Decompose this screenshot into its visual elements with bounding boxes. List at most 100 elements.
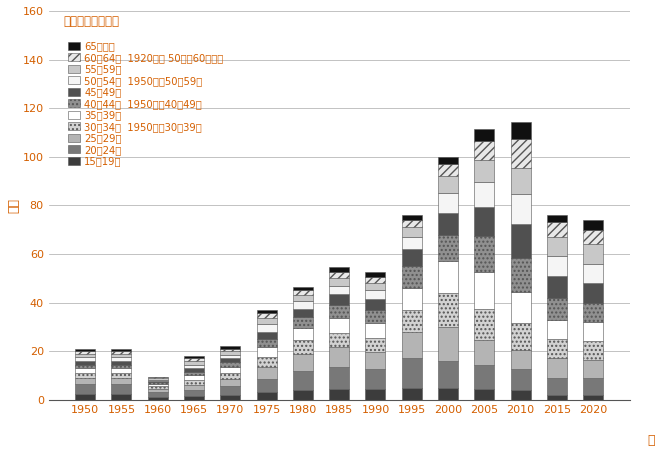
Bar [402, 266, 422, 288]
Bar [293, 354, 313, 371]
Bar [293, 328, 313, 340]
Bar [112, 384, 131, 394]
Bar [220, 355, 240, 359]
Bar [547, 237, 567, 256]
Bar [329, 389, 349, 400]
Bar [184, 359, 204, 361]
Bar [293, 317, 313, 328]
Bar [148, 397, 168, 400]
Bar [257, 339, 277, 347]
Bar [148, 381, 168, 382]
Bar [184, 396, 204, 400]
Bar [220, 349, 240, 351]
Bar [257, 347, 277, 357]
Bar [257, 314, 277, 318]
Bar [257, 357, 277, 367]
Bar [438, 213, 458, 234]
Bar [366, 277, 385, 283]
Bar [547, 378, 567, 395]
Bar [293, 302, 313, 309]
Bar [257, 310, 277, 314]
Bar [547, 359, 567, 378]
Bar [511, 194, 531, 224]
Bar [438, 176, 458, 193]
Bar [112, 351, 131, 354]
Bar [112, 373, 131, 378]
Bar [511, 257, 531, 292]
Bar [220, 346, 240, 349]
Bar [112, 368, 131, 373]
Bar [75, 384, 95, 394]
Bar [75, 378, 95, 384]
Bar [475, 364, 494, 389]
Bar [366, 323, 385, 338]
Bar [583, 322, 603, 342]
Bar [547, 320, 567, 339]
Bar [257, 324, 277, 332]
Bar [293, 371, 313, 390]
Bar [547, 395, 567, 400]
Bar [366, 352, 385, 369]
Bar [438, 327, 458, 361]
Bar [475, 160, 494, 182]
Bar [402, 359, 422, 387]
Bar [148, 392, 168, 397]
Bar [148, 377, 168, 378]
Bar [583, 244, 603, 264]
Bar [583, 230, 603, 244]
Bar [148, 389, 168, 392]
Bar [583, 342, 603, 360]
Bar [75, 364, 95, 368]
Bar [184, 390, 204, 396]
Bar [220, 379, 240, 387]
Bar [366, 369, 385, 389]
Bar [184, 375, 204, 380]
Bar [257, 318, 277, 324]
Bar [438, 193, 458, 213]
Bar [329, 294, 349, 305]
Bar [438, 293, 458, 327]
Bar [112, 361, 131, 365]
Bar [257, 367, 277, 379]
Bar [366, 272, 385, 277]
Bar [366, 299, 385, 310]
Bar [220, 387, 240, 395]
Bar [75, 394, 95, 400]
Bar [184, 368, 204, 372]
Bar [366, 310, 385, 323]
Bar [402, 215, 422, 220]
Bar [547, 298, 567, 320]
Bar [438, 234, 458, 261]
Bar [220, 395, 240, 400]
Bar [257, 392, 277, 400]
Bar [402, 310, 422, 332]
Bar [257, 379, 277, 392]
Bar [112, 394, 131, 400]
Bar [293, 309, 313, 317]
Bar [511, 292, 531, 323]
Bar [329, 333, 349, 347]
Bar [547, 339, 567, 359]
Bar [547, 276, 567, 298]
Bar [75, 354, 95, 357]
Bar [220, 359, 240, 362]
Bar [475, 389, 494, 400]
Bar [547, 215, 567, 222]
Bar [75, 361, 95, 365]
Bar [220, 351, 240, 355]
Bar [438, 261, 458, 293]
Bar [329, 267, 349, 272]
Bar [438, 157, 458, 164]
Bar [511, 122, 531, 139]
Bar [511, 350, 531, 369]
Bar [402, 220, 422, 227]
Bar [112, 378, 131, 384]
Bar [547, 222, 567, 237]
Bar [475, 309, 494, 340]
Bar [112, 364, 131, 368]
Bar [75, 351, 95, 354]
Bar [511, 139, 531, 168]
Legend: 65歳以上, 60～64歳  1920年と 50年は60歳以上, 55～59歳, 50～54歳  1950年は50～59歳, 45～49歳, 40～44歳  1: 65歳以上, 60～64歳 1920年と 50年は60歳以上, 55～59歳, … [68, 41, 224, 166]
Bar [184, 385, 204, 390]
Bar [402, 249, 422, 266]
